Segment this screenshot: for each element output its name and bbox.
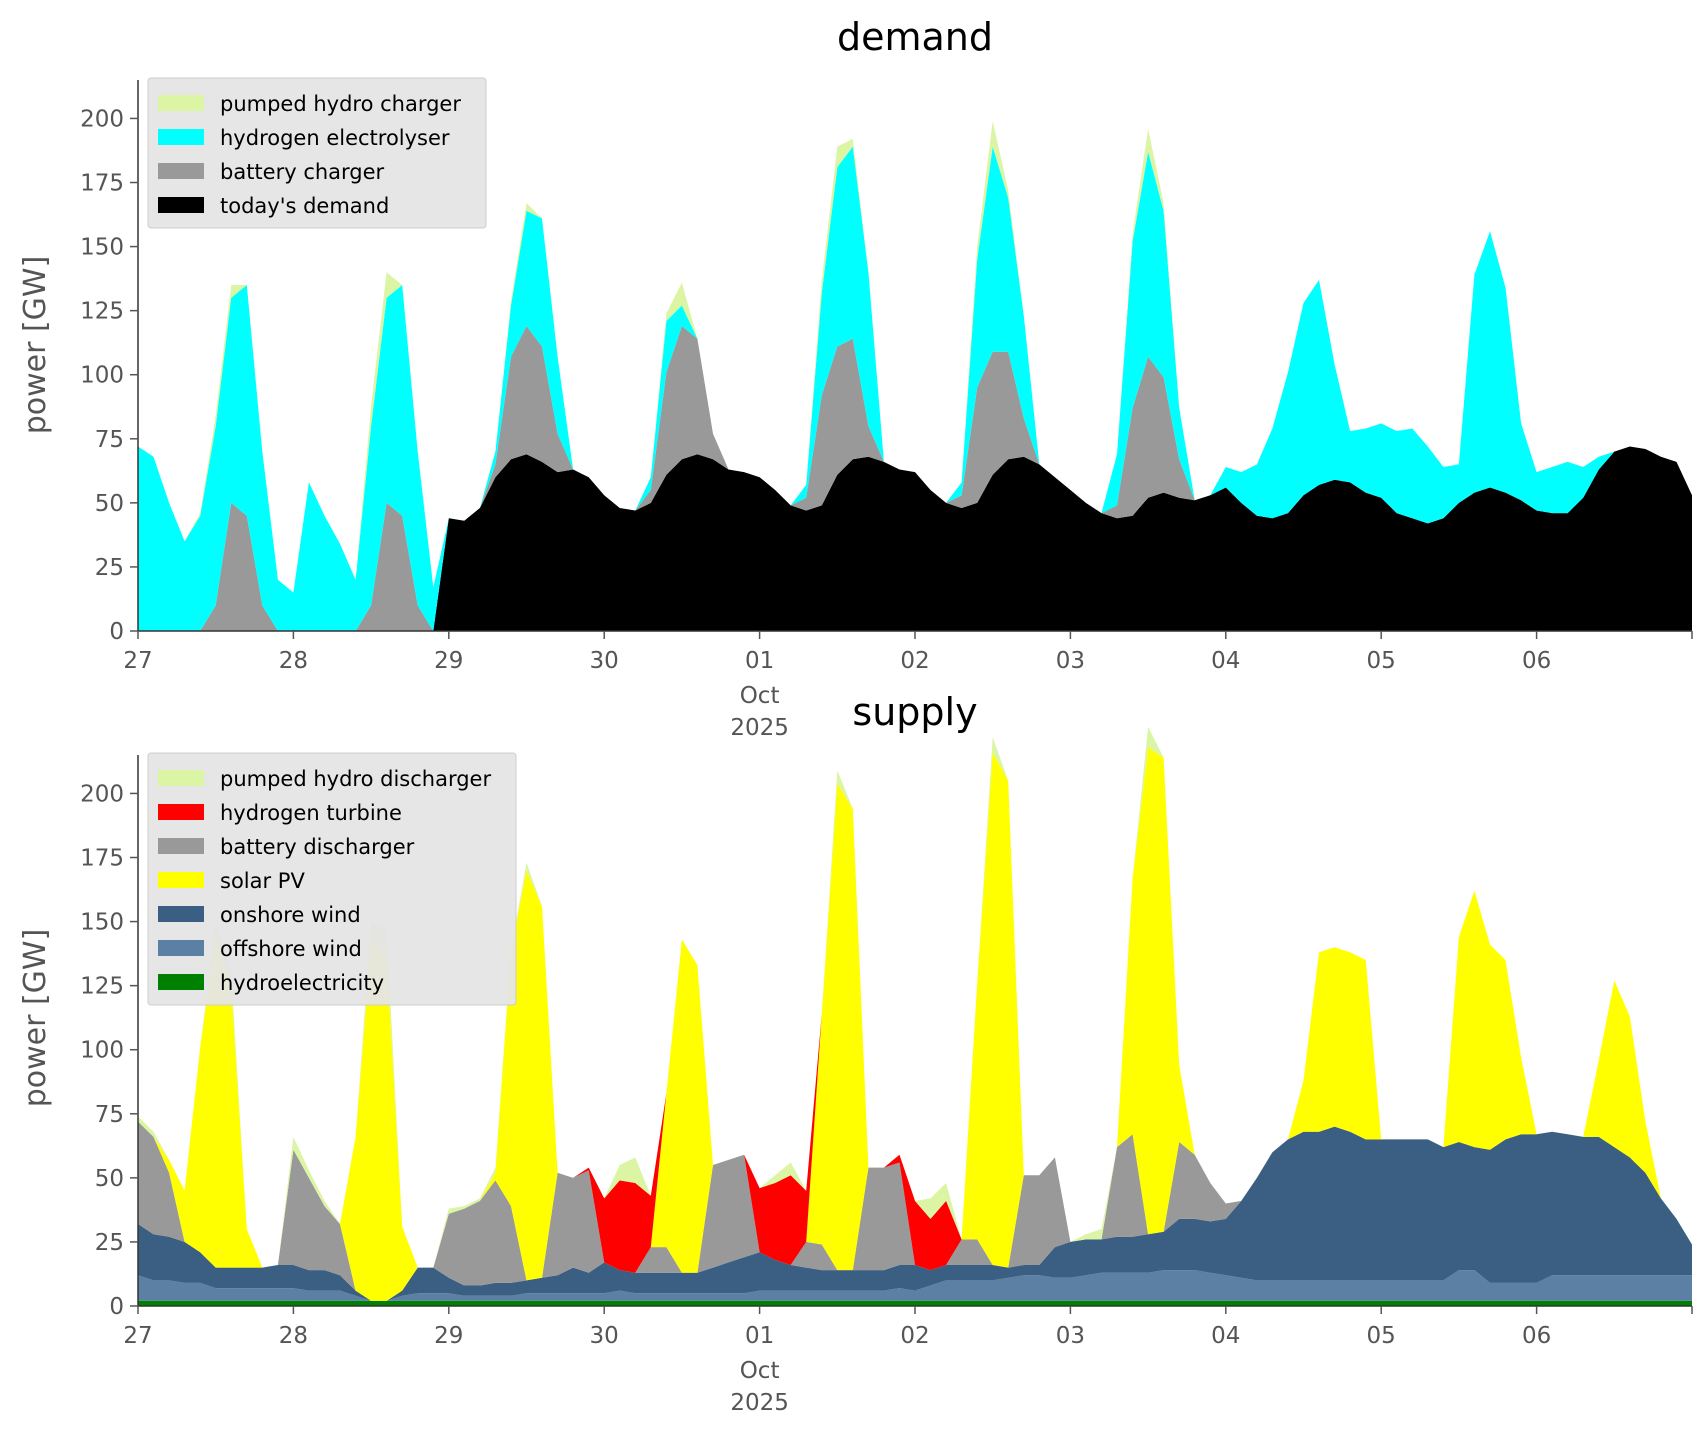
y-tick-label: 100 xyxy=(80,363,124,389)
legend-label: battery discharger xyxy=(220,835,415,859)
y-tick-label: 0 xyxy=(109,619,124,645)
y-tick-label: 125 xyxy=(80,299,124,325)
legend-label: pumped hydro discharger xyxy=(220,767,491,791)
legend-label: hydrogen turbine xyxy=(220,801,402,825)
legend-label: hydroelectricity xyxy=(220,971,384,995)
area-series-group xyxy=(138,121,1692,631)
area-today-s-demand xyxy=(138,446,1692,631)
legend-swatch xyxy=(158,770,204,786)
y-axis-label: power [GW] xyxy=(18,929,53,1108)
chart-title: demand xyxy=(837,15,993,59)
x-tick-year-label: 2025 xyxy=(730,715,789,741)
area-hydrogen-electrolyser xyxy=(138,146,1692,631)
area-series-group xyxy=(138,726,1692,1306)
y-tick-label: 75 xyxy=(95,1102,124,1128)
legend-label: pumped hydro charger xyxy=(220,92,461,116)
x-tick-label: 03 xyxy=(1056,648,1085,674)
legend-swatch xyxy=(158,197,204,213)
y-tick-label: 200 xyxy=(80,106,124,132)
y-tick-label: 175 xyxy=(80,846,124,872)
legend-box xyxy=(147,752,517,1006)
chart-title: supply xyxy=(852,690,977,734)
y-axis-label: power [GW] xyxy=(18,256,53,435)
y-tick-label: 150 xyxy=(80,910,124,936)
y-tick-label: 50 xyxy=(95,1166,124,1192)
legend: pumped hydro charger hydrogen electrolyse… xyxy=(147,77,487,229)
y-tick-label: 125 xyxy=(80,974,124,1000)
y-tick-label: 100 xyxy=(80,1038,124,1064)
y-tick-label: 175 xyxy=(80,171,124,197)
y-tick-label: 75 xyxy=(95,427,124,453)
x-tick-label: 27 xyxy=(123,648,152,674)
x-tick-label: 02 xyxy=(900,648,929,674)
x-tick-label: 30 xyxy=(590,648,619,674)
x-tick-label: 04 xyxy=(1211,1323,1240,1349)
x-tick-label: 28 xyxy=(279,1323,308,1349)
area-hydroelectricity xyxy=(138,1300,1692,1306)
legend-swatch xyxy=(158,872,204,888)
legend-label: hydrogen electrolyser xyxy=(220,126,450,150)
x-tick-label: 04 xyxy=(1211,648,1240,674)
legend-swatch xyxy=(158,804,204,820)
legend-label: battery charger xyxy=(220,160,385,184)
x-tick-label: 06 xyxy=(1522,648,1551,674)
demand-chart: demand power [GW] 0 25 50 75 100 125 150 175 200… xyxy=(18,15,1693,741)
x-tick-label: 28 xyxy=(279,648,308,674)
y-tick-label: 0 xyxy=(109,1294,124,1320)
axes: 0 25 50 75 100 125 150 175 200 27 28 29 30 01 02 03 04 05… xyxy=(80,755,1693,1416)
x-tick-label: 06 xyxy=(1522,1323,1551,1349)
x-tick-label: 29 xyxy=(434,648,463,674)
x-tick-label: 05 xyxy=(1367,648,1396,674)
area-solar-pv xyxy=(138,747,1692,1301)
legend-label: today's demand xyxy=(220,194,389,218)
legend-swatch xyxy=(158,163,204,179)
y-tick-label: 50 xyxy=(95,491,124,517)
legend-swatch xyxy=(158,838,204,854)
legend-label: onshore wind xyxy=(220,903,361,927)
legend-box xyxy=(147,77,487,229)
x-tick-label: 29 xyxy=(434,1323,463,1349)
x-tick-label: 02 xyxy=(900,1323,929,1349)
x-tick-year-label: 2025 xyxy=(730,1390,789,1416)
x-tick-label: 01 xyxy=(745,648,774,674)
legend-swatch xyxy=(158,906,204,922)
y-tick-label: 150 xyxy=(80,235,124,261)
y-tick-label: 25 xyxy=(95,1230,124,1256)
legend-swatch xyxy=(158,940,204,956)
supply-chart: supply power [GW] 0 25 50 75 100 125 150 175 200… xyxy=(18,690,1693,1416)
y-tick-label: 25 xyxy=(95,555,124,581)
x-tick-month-label: Oct xyxy=(740,1358,780,1384)
y-tick-label: 200 xyxy=(80,781,124,807)
axes: 0 25 50 75 100 125 150 175 200 27 28 29 30 01 02 03 04 05… xyxy=(80,80,1693,741)
legend-label: solar PV xyxy=(220,869,305,893)
legend-swatch xyxy=(158,974,204,990)
x-tick-label: 03 xyxy=(1056,1323,1085,1349)
x-tick-label: 30 xyxy=(590,1323,619,1349)
legend: pumped hydro discharger hydrogen turbine b… xyxy=(147,752,517,1006)
area-battery-charger xyxy=(138,326,1692,631)
legend-swatch xyxy=(158,95,204,111)
x-tick-label: 27 xyxy=(123,1323,152,1349)
x-tick-label: 01 xyxy=(745,1323,774,1349)
legend-label: offshore wind xyxy=(220,937,362,961)
area-onshore-wind xyxy=(138,1126,1692,1301)
x-tick-month-label: Oct xyxy=(740,683,780,709)
legend-swatch xyxy=(158,129,204,145)
x-tick-label: 05 xyxy=(1367,1323,1396,1349)
